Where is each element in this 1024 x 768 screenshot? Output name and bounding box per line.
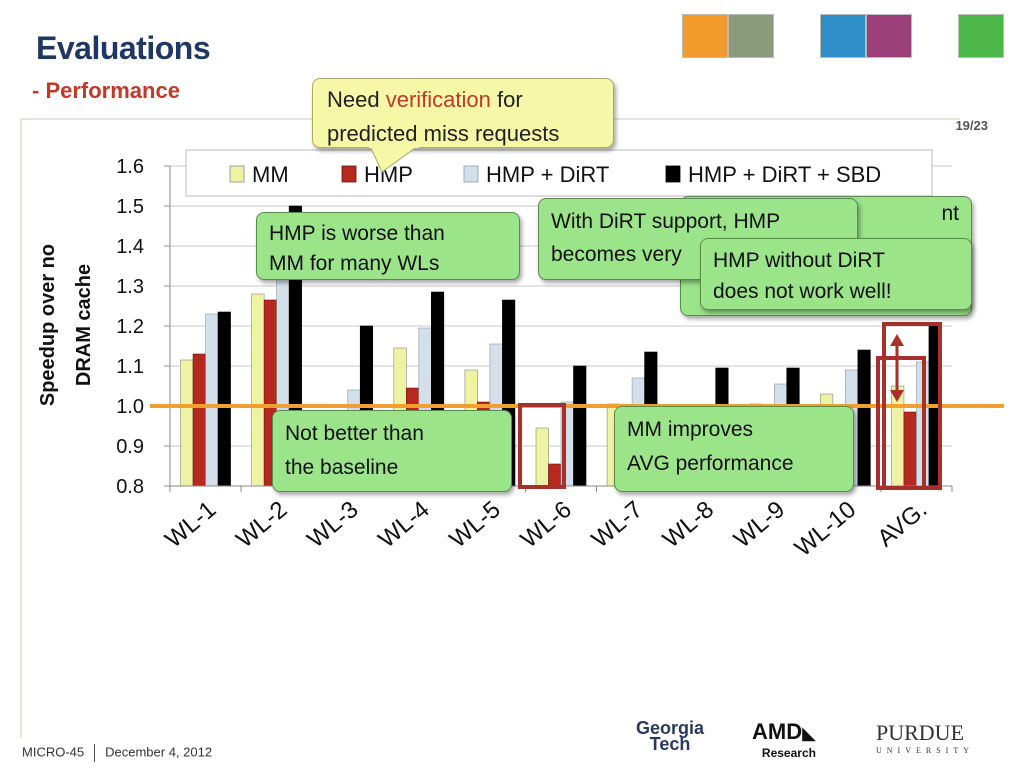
georgia-tech-logo-line2: Tech (649, 734, 691, 754)
y-axis-label-line1: Speedup over no (37, 244, 59, 406)
decorative-left-rule (20, 118, 22, 738)
amd-logo-line2: Research (761, 746, 816, 760)
legend-label: HMP + DiRT (486, 162, 609, 187)
purdue-logo-line2: UNIVERSITY (876, 746, 974, 755)
georgia-tech-logo-line1: Georgia (636, 718, 705, 738)
callout-hmp-without-dirt: HMP without DiRT does not work well! (700, 238, 972, 310)
legend-label: MM (252, 162, 289, 187)
footer-date: December 4, 2012 (105, 744, 213, 760)
avg-arrow-up-icon (890, 334, 904, 346)
y-tick-label: 1.5 (116, 196, 144, 218)
purdue-logo-line1: PURDUE (876, 720, 965, 745)
bar (217, 311, 231, 487)
callout-verification-pointer (369, 146, 419, 173)
footer: MICRO-45 December 4, 2012 (22, 744, 212, 762)
slide-title: Evaluations (36, 30, 211, 66)
callout-verification-post: for (490, 87, 523, 112)
highlight-box-wl6 (518, 403, 566, 489)
callout-verification-line2: predicted miss requests (327, 121, 560, 146)
y-tick-label: 1.6 (116, 156, 144, 178)
y-axis-label-line2: DRAM cache (73, 264, 95, 386)
x-tick-label: WL-6 (516, 496, 577, 554)
callout-not-better: Not better than the baseline (272, 410, 512, 492)
bar (205, 313, 219, 487)
footer-separator (94, 744, 96, 762)
bar (857, 349, 871, 487)
legend-swatch (463, 165, 479, 183)
legend-swatch (665, 165, 681, 183)
amd-arrow-icon: ◣ (802, 723, 816, 743)
callout-mm-avg-line2: AVG performance (627, 452, 794, 475)
bar (548, 463, 562, 487)
bar (903, 411, 917, 487)
callout-no-dirt-line1: HMP without DiRT (713, 249, 885, 272)
x-tick-label: AVG. (872, 496, 932, 552)
legend-swatch (229, 165, 245, 183)
callout-mm-avg-line1: MM improves (627, 418, 754, 441)
y-tick-label: 1.2 (116, 316, 144, 338)
y-tick-label: 1.0 (116, 396, 144, 418)
chart-overlays (150, 322, 1004, 490)
header-thumbnail-building (728, 14, 774, 58)
amd-research-logo: AMD◣ Research (752, 719, 816, 763)
callout-verification-word: verification (385, 87, 491, 112)
y-tick-label: 1.4 (116, 236, 144, 258)
legend-label: HMP + DiRT + SBD (688, 162, 881, 187)
callout-verification-pre: Need (327, 87, 386, 112)
x-tick-label: WL-8 (658, 496, 719, 554)
header-thumbnail-green (958, 14, 1004, 58)
legend-box (185, 149, 933, 197)
bar (573, 365, 587, 487)
avg-arrow-down-icon (890, 390, 904, 402)
callout-dirt-line1: With DiRT support, HMP (551, 210, 781, 233)
legend-swatch (341, 165, 357, 183)
purdue-logo: PURDUE UNIVERSITY (876, 722, 974, 760)
callout-dirt-hidden-text: nt (941, 202, 959, 225)
callout-not-better-line1: Not better than (285, 422, 424, 445)
x-tick-label: WL-3 (302, 496, 363, 554)
x-tick-label: WL-5 (444, 496, 505, 554)
callout-need-verification: Need verification for predicted miss req… (312, 78, 614, 148)
x-tick-label: WL-4 (373, 496, 434, 554)
y-tick-label: 0.8 (116, 476, 144, 498)
callout-hmp-worse-line1: HMP is worse than (269, 222, 445, 245)
header-thumbnail-blue (820, 14, 866, 58)
bar (192, 353, 206, 487)
x-tick-label: WL-10 (790, 496, 862, 562)
slide-subtitle: - Performance (32, 78, 180, 103)
callout-hmp-worse-line2: MM for many WLs (269, 252, 440, 275)
highlight-box-avg-outer (882, 322, 942, 490)
chart-legend: MM HMP HMP + DiRT HMP + DiRT + SBD (185, 149, 933, 197)
bar (891, 385, 905, 487)
callout-not-better-line2: the baseline (285, 456, 399, 479)
x-tick-label: WL-1 (160, 496, 221, 554)
y-tick-label: 0.9 (116, 436, 144, 458)
x-tick-label: WL-7 (587, 496, 648, 554)
amd-logo-line1: AMD (752, 719, 803, 744)
callout-mm-avg: MM improves AVG performance (614, 406, 854, 492)
header-thumbnail-orange (682, 14, 728, 58)
callout-hmp-worse: HMP is worse than MM for many WLs (256, 212, 520, 280)
bar (180, 359, 194, 487)
header-thumbnail-circuit (866, 14, 912, 58)
georgia-tech-logo: Georgia Tech (636, 718, 705, 754)
x-tick-label: WL-9 (729, 496, 790, 554)
bar (535, 427, 549, 487)
slide-page-number: 19/23 (955, 118, 988, 133)
y-tick-label: 1.1 (116, 356, 144, 378)
callout-dirt-line2: becomes very (551, 243, 682, 266)
bar (251, 293, 265, 487)
y-tick-label: 1.3 (116, 276, 144, 298)
footer-conference: MICRO-45 (22, 744, 85, 760)
callout-no-dirt-line2: does not work well! (713, 280, 892, 303)
x-tick-label: WL-2 (231, 496, 292, 554)
